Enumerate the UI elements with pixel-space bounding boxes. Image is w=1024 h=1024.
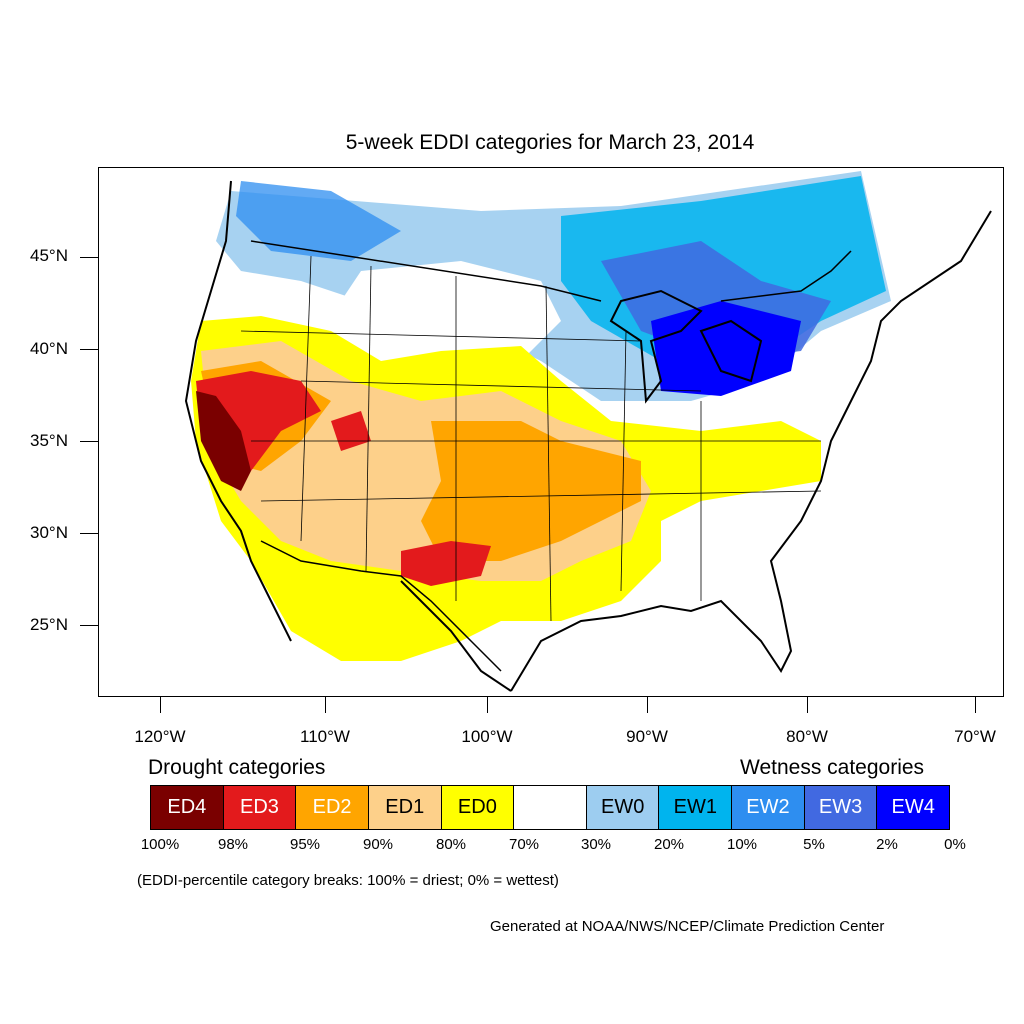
drought-region-ed3	[196, 371, 491, 586]
lat-tick	[80, 257, 98, 258]
break-label: 2%	[876, 836, 898, 853]
wet-region-ew2-west	[236, 181, 401, 261]
lat-tick	[80, 349, 98, 350]
us-mexico-border	[260, 540, 502, 672]
lon-tick	[160, 697, 161, 713]
us-canada-border	[250, 240, 852, 302]
lat-label-40: 40°N	[30, 339, 68, 358]
lon-tick	[807, 697, 808, 713]
lat-label-45: 45°N	[30, 246, 68, 265]
west-coast-line	[184, 180, 292, 642]
legend-cell-ew0: EW0	[586, 786, 660, 829]
category-note: (EDDI-percentile category breaks: 100% =…	[137, 872, 559, 889]
lon-label-90: 90°W	[626, 727, 668, 746]
gulf-coast-line	[400, 210, 992, 692]
break-label: 95%	[289, 836, 321, 853]
eddi-map	[98, 167, 1004, 697]
lon-label-70: 70°W	[954, 727, 996, 746]
normal-region-northwest	[251, 281, 331, 331]
break-label: 20%	[653, 836, 685, 853]
break-label: 80%	[435, 836, 467, 853]
break-label: 90%	[362, 836, 394, 853]
break-label: 5%	[803, 836, 825, 853]
break-label: 10%	[726, 836, 758, 853]
break-label: 98%	[217, 836, 249, 853]
lat-tick	[80, 441, 98, 442]
legend-cell-ed1: ED1	[368, 786, 442, 829]
lat-label-25: 25°N	[30, 615, 68, 634]
lon-tick	[325, 697, 326, 713]
lon-tick	[975, 697, 976, 713]
lat-label-35: 35°N	[30, 431, 68, 450]
lon-tick	[647, 697, 648, 713]
normal-region-plains	[341, 261, 561, 371]
wetness-heading: Wetness categories	[740, 756, 925, 779]
legend-cell-normal	[514, 786, 587, 829]
drought-region-ed4	[196, 391, 251, 491]
break-label: 0%	[944, 836, 966, 853]
lon-label-110: 110°W	[300, 727, 350, 746]
lon-label-100: 100°W	[461, 727, 513, 746]
legend-cell-ew3: EW3	[804, 786, 878, 829]
credit-line: Generated at NOAA/NWS/NCEP/Climate Predi…	[490, 918, 885, 935]
legend-cell-ew2: EW2	[732, 786, 805, 829]
break-label: 100%	[140, 836, 180, 853]
lat-label-30: 30°N	[30, 523, 68, 542]
legend-cell-ed2: ED2	[296, 786, 369, 829]
break-label: 70%	[508, 836, 540, 853]
legend-colorbar: ED4 ED3 ED2 ED1 ED0 EW0 EW1 EW2 EW3 EW4	[150, 785, 950, 830]
lat-tick	[80, 625, 98, 626]
legend-cell-ed4: ED4	[151, 786, 224, 829]
legend-cell-ed3: ED3	[223, 786, 297, 829]
drought-heading: Drought categories	[148, 756, 326, 779]
legend-cell-ed0: ED0	[441, 786, 515, 829]
legend-cell-ew1: EW1	[659, 786, 733, 829]
map-canvas	[184, 171, 992, 692]
lat-tick	[80, 533, 98, 534]
break-label: 30%	[580, 836, 612, 853]
lon-label-80: 80°W	[786, 727, 828, 746]
state-lines	[240, 255, 822, 622]
lon-label-120: 120°W	[134, 727, 186, 746]
map-title: 5-week EDDI categories for March 23, 201…	[345, 131, 755, 154]
legend-cell-ew4: EW4	[877, 786, 950, 829]
lon-tick	[487, 697, 488, 713]
